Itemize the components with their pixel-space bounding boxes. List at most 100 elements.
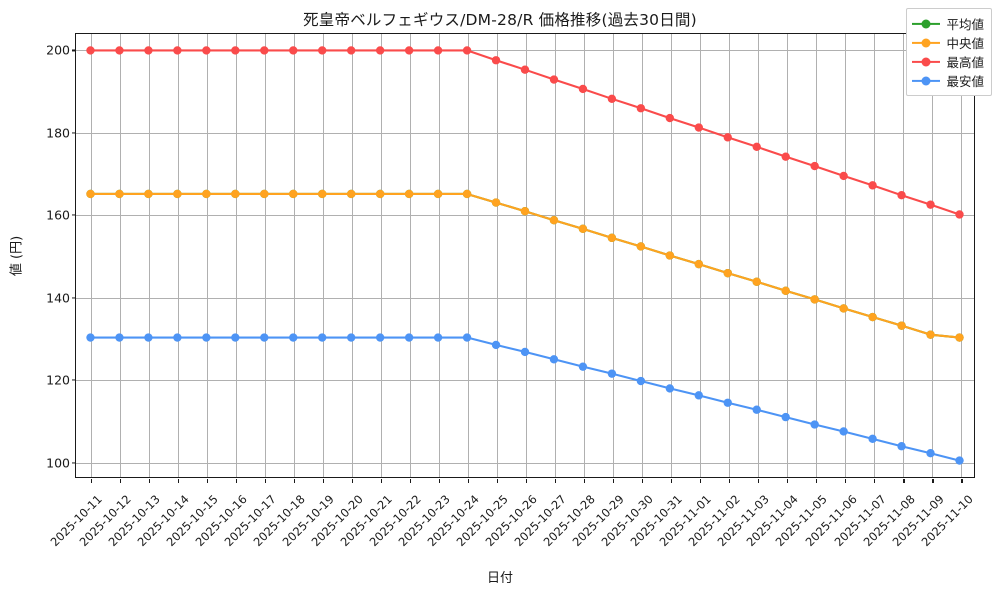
data-point [520,347,530,357]
data-point [491,56,501,65]
data-point [375,189,385,199]
chart-title: 死皇帝ベルフェギウス/DM-28/R 価格推移(過去30日間) [303,11,697,29]
data-point [173,189,182,199]
data-point [231,46,240,55]
x-tick-mark [961,479,963,483]
data-point [549,75,559,84]
gridline-horizontal [76,380,974,382]
data-point [491,198,501,207]
data-point [260,189,269,199]
x-tick-mark [555,479,557,483]
legend-item-最安値[interactable]: 最安値 [912,71,984,90]
x-tick-mark [584,479,586,483]
data-point [607,94,617,103]
data-point [318,333,327,342]
gridline-vertical [409,34,411,477]
data-point [752,142,761,151]
data-point [462,46,472,55]
legend-item-中央値[interactable]: 中央値 [912,33,984,52]
legend-swatch-icon [912,75,941,87]
x-tick-mark [787,479,789,483]
plot-area: 100 120 140 160 180 200 2025-10-11 2025-10-12 2… [46,33,975,549]
data-point [723,133,732,142]
data-point [347,46,356,55]
data-point [955,456,964,465]
gridline-vertical [845,34,847,477]
data-point [752,277,761,286]
legend-label: 最安値 [946,74,984,89]
data-point [549,355,559,364]
data-point [897,191,906,200]
gridline-vertical [235,34,237,477]
data-point [839,427,848,436]
x-tick-mark [903,479,905,483]
series-最高値 [86,46,964,219]
data-point [375,46,385,55]
x-tick-mark [409,479,411,483]
data-point [694,123,703,132]
y-tick-mark [72,132,76,134]
data-point [86,333,95,342]
data-point [433,46,443,55]
y-tick-mark [72,49,76,52]
gridline-vertical [642,34,644,477]
data-point [202,189,211,199]
data-point [491,340,501,350]
x-tick-mark [816,479,818,483]
data-point [723,398,732,407]
gridline-vertical [961,34,963,477]
data-point [144,333,153,342]
data-point [781,286,790,295]
data-point [897,442,906,451]
data-point [897,321,906,330]
gridline-vertical [787,34,789,477]
x-tick-mark [613,479,615,483]
data-point [173,46,182,55]
data-point [86,46,95,55]
data-point [260,333,269,342]
series-line [89,49,961,216]
data-point [202,333,211,342]
x-tick-mark [874,479,876,483]
x-tick-mark [845,479,847,483]
y-tick-label: 100 [46,455,70,471]
legend-label: 中央値 [946,36,984,51]
gridline-vertical [467,34,469,477]
x-tick-mark [496,479,499,483]
gridline-vertical [555,34,557,477]
gridline-vertical [758,34,760,477]
data-point [144,46,153,55]
x-tick-mark [264,479,266,483]
y-tick-label: 120 [46,372,70,388]
x-tick-mark [177,479,179,483]
y-tick-mark [72,379,76,381]
gridline-horizontal [76,50,974,52]
data-point [115,46,124,55]
data-point [520,207,530,216]
legend-item-最高値[interactable]: 最高値 [912,52,984,71]
x-tick-mark [380,479,382,483]
data-point [520,65,530,74]
x-tick-mark [351,479,353,483]
data-point [462,333,472,342]
data-point [810,420,819,429]
y-tick-mark [72,297,76,299]
data-point [578,362,588,371]
data-point [433,189,443,199]
x-tick-mark [322,479,324,483]
data-point [926,200,935,209]
data-point [347,189,356,199]
gridline-vertical [438,34,440,477]
gridline-horizontal [76,297,974,299]
data-point [260,46,269,55]
data-point [636,242,646,251]
chart-legend: 平均値中央値 最高値最安値 [906,8,992,96]
data-point [289,46,298,55]
x-tick-mark [438,479,440,483]
legend-swatch-icon [912,18,941,30]
series-layer [86,46,964,465]
data-point [694,259,703,269]
legend-item-平均値[interactable]: 平均値 [912,14,984,33]
data-point [665,251,675,260]
data-point [868,434,877,444]
